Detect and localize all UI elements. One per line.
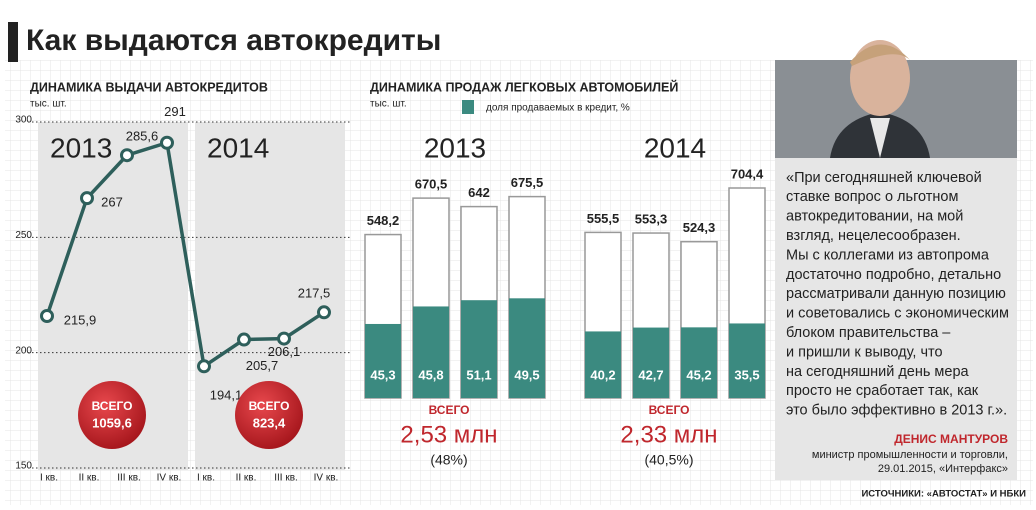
share-label: 51,1 <box>466 367 491 382</box>
period-label: 2013 <box>424 132 486 163</box>
x-tick-label: III кв. <box>274 473 298 484</box>
period-label: 2014 <box>207 132 269 163</box>
y-tick-label: 150 <box>15 461 32 472</box>
sources: ИСТОЧНИКИ: «АВТОСТАТ» И НБКИ <box>861 489 1026 500</box>
data-label: 205,7 <box>246 358 279 373</box>
quote-line: Мы с коллегами из автопрома <box>786 247 990 263</box>
quote-line: достаточно подробно, детально <box>786 267 1001 283</box>
quote-line: «При сегодняшней ключевой <box>786 170 982 186</box>
x-tick-label: II кв. <box>236 473 257 484</box>
data-label: 267 <box>101 195 123 210</box>
share-label: 45,8 <box>418 367 443 382</box>
chart-title: ДИНАМИКА ПРОДАЖ ЛЕГКОВЫХ АВТОМОБИЛЕЙ <box>370 79 678 94</box>
share-label: 45,2 <box>686 367 711 382</box>
data-label: 194,1 <box>210 388 243 403</box>
data-point <box>120 148 134 163</box>
quote-line: блоком правительства – <box>786 325 951 341</box>
total-label: ВСЕГО <box>249 399 290 413</box>
bar-credit <box>413 306 449 398</box>
data-label: 704,4 <box>731 166 764 181</box>
total-share: (48%) <box>430 452 467 468</box>
legend-label: доля продаваемых в кредит, % <box>486 103 630 114</box>
bar-credit <box>729 323 765 398</box>
total-value: 823,4 <box>253 415 286 430</box>
share-label: 40,2 <box>590 367 615 382</box>
share-label: 35,5 <box>734 367 759 382</box>
bar-credit <box>509 298 545 398</box>
y-tick-label: 200 <box>15 345 32 356</box>
data-label: 217,5 <box>298 286 331 301</box>
quote-source: 29.01.2015, «Интерфакс» <box>878 463 1008 475</box>
bar-credit <box>585 331 621 398</box>
page-title: Как выдаются автокредиты <box>26 24 441 57</box>
total-label: ВСЕГО <box>92 399 133 413</box>
total-badge <box>235 381 303 449</box>
y-tick-label: 250 <box>15 230 32 241</box>
data-point <box>80 191 94 206</box>
y-axis-label: тыс. шт. <box>30 99 67 110</box>
quote-line: ставке вопрос о льготном <box>786 189 958 205</box>
quote-line: просто не сработает так, как <box>786 383 979 399</box>
data-label: 670,5 <box>415 177 448 192</box>
quote-line: рассматривали данную позицию <box>786 286 1006 302</box>
x-tick-label: IV кв. <box>157 473 182 484</box>
data-label: 215,9 <box>64 312 97 327</box>
share-label: 49,5 <box>514 367 539 382</box>
bar-credit <box>633 327 669 398</box>
period-label: 2014 <box>644 132 706 163</box>
data-label: 553,3 <box>635 211 668 226</box>
data-label: 675,5 <box>511 175 544 190</box>
period-label: 2013 <box>50 132 112 163</box>
x-tick-label: III кв. <box>117 473 141 484</box>
bar-credit <box>681 327 717 398</box>
title-marker <box>8 22 18 62</box>
x-tick-label: IV кв. <box>314 473 339 484</box>
total-value: 1059,6 <box>92 415 132 430</box>
y-tick-label: 300 <box>15 115 32 126</box>
data-label: 524,3 <box>683 220 716 235</box>
quote-line: автокредитовании, на мой <box>786 209 963 225</box>
total-badge <box>78 381 146 449</box>
data-point <box>277 331 291 346</box>
data-label: 285,6 <box>126 129 159 144</box>
total-share: (40,5%) <box>644 452 693 468</box>
data-point <box>40 308 54 323</box>
quote-position: министр промышленности и торговли, <box>812 449 1008 461</box>
data-label: 642 <box>468 185 490 200</box>
total-value: 2,33 млн <box>620 421 717 448</box>
total-label: ВСЕГО <box>429 403 470 417</box>
data-label: 291 <box>164 104 186 119</box>
total-label: ВСЕГО <box>649 403 690 417</box>
bar-credit <box>365 323 401 398</box>
data-point <box>160 135 174 150</box>
data-label: 548,2 <box>367 213 400 228</box>
chart-title: ДИНАМИКА ВЫДАЧИ АВТОКРЕДИТОВ <box>30 80 268 94</box>
data-point <box>197 359 211 374</box>
x-tick-label: I кв. <box>40 473 58 484</box>
share-label: 42,7 <box>638 367 663 382</box>
total-value: 2,53 млн <box>400 421 497 448</box>
legend-swatch <box>462 100 474 114</box>
data-point <box>237 332 251 347</box>
bar-credit <box>461 300 497 398</box>
data-label: 555,5 <box>587 211 620 226</box>
quote-line: и советовались с экономическим <box>786 306 1009 322</box>
quote-line: взгляд, нецелесообразен. <box>786 228 961 244</box>
photo <box>775 40 1017 158</box>
x-tick-label: I кв. <box>197 473 215 484</box>
data-label: 206,1 <box>268 344 301 359</box>
quote-box <box>775 158 1017 480</box>
data-point <box>317 305 331 320</box>
quote-author: ДЕНИС МАНТУРОВ <box>894 432 1008 446</box>
y-axis-label: тыс. шт. <box>370 99 407 110</box>
x-tick-label: II кв. <box>79 473 100 484</box>
quote-line: это было эффективно в 2013 г.». <box>786 403 1007 419</box>
quote-line: и пришли к выводу, что <box>786 344 943 360</box>
quote-line: на сегодняшний день мера <box>786 364 970 380</box>
share-label: 45,3 <box>370 367 395 382</box>
